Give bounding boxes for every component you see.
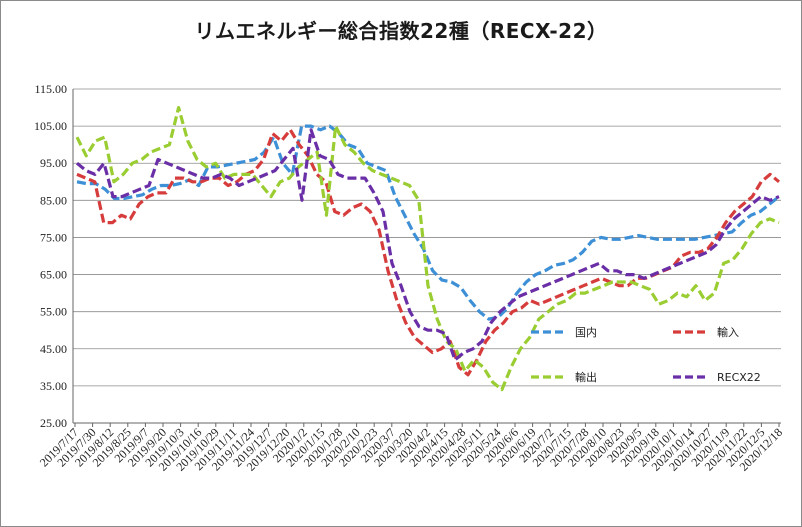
legend-label: 国内 <box>575 325 597 339</box>
gridlines <box>73 88 781 387</box>
series-lines <box>75 105 781 392</box>
series-line-1 <box>76 124 780 321</box>
x-axis: 2019/7/172019/7/302019/8/122019/8/252019… <box>37 422 785 474</box>
chart-title: リムエネルギー総合指数22種（RECX-22） <box>194 19 608 43</box>
legend-label: RECX22 <box>717 371 761 384</box>
y-tick-label: 95.00 <box>40 156 67 170</box>
y-tick-label: 45.00 <box>40 342 67 356</box>
y-tick-label: 75.00 <box>40 230 67 244</box>
y-tick-label: 35.00 <box>40 379 67 393</box>
legend-label: 輸入 <box>717 325 739 339</box>
y-tick-label: 105.00 <box>34 119 67 133</box>
series-line-3 <box>75 105 780 392</box>
y-axis: 115.00 105.00 95.00 85.00 75.00 65.00 55.00 45.… <box>34 82 74 430</box>
series-line-4 <box>75 128 780 362</box>
y-tick-label: 25.00 <box>40 416 67 430</box>
y-tick-label: 115.00 <box>34 82 67 96</box>
series-line-2 <box>76 128 781 377</box>
legend-label: 輸出 <box>575 370 597 384</box>
y-tick-label: 55.00 <box>40 305 67 319</box>
y-tick-label: 85.00 <box>40 193 67 207</box>
y-tick-label: 65.00 <box>40 268 67 282</box>
